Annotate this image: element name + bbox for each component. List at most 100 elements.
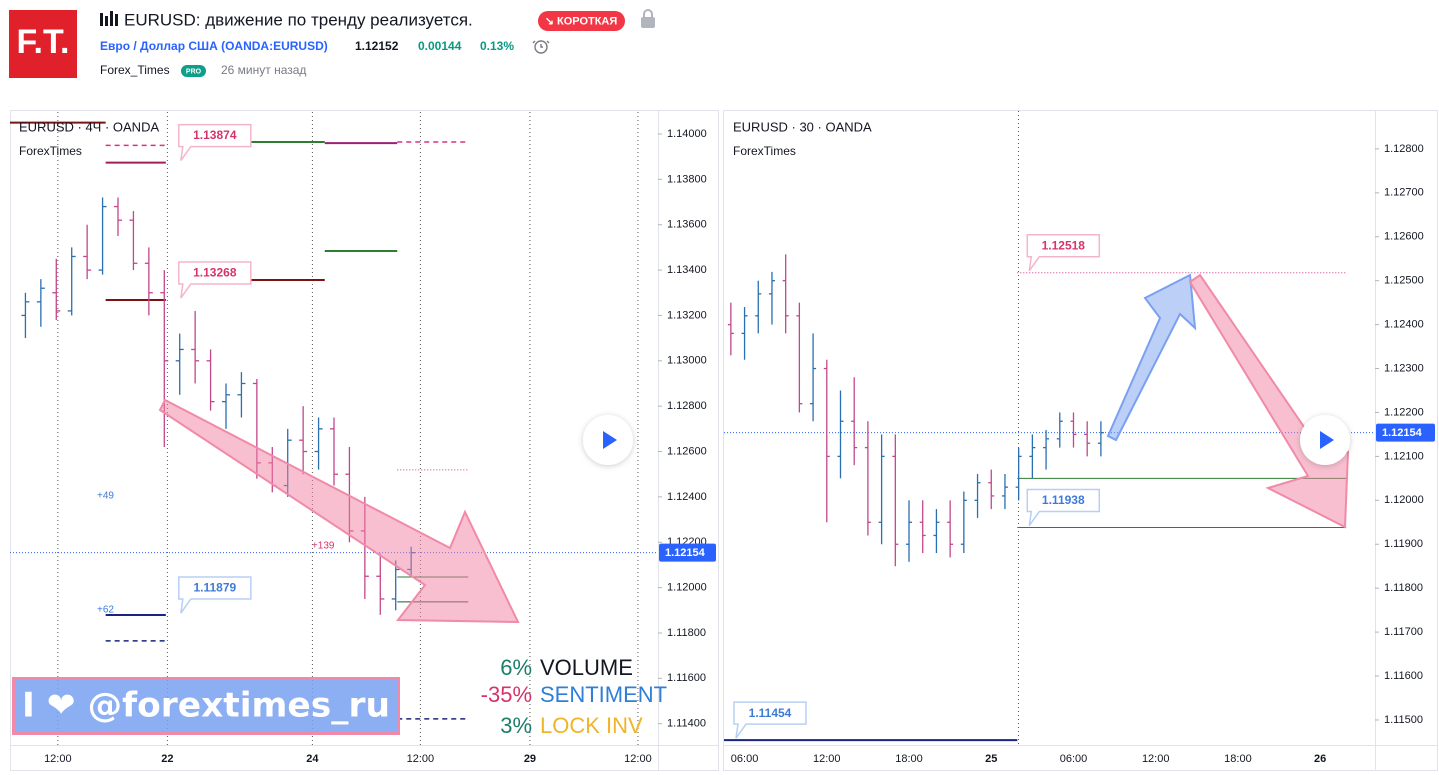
banner [12, 677, 400, 735]
alarm-icon[interactable] [532, 40, 550, 54]
last-price-tag [659, 543, 716, 562]
y-tick-label: 1.14000 [667, 128, 707, 140]
last-price-label: 1.12154 [665, 547, 706, 559]
indicator-label: VOLUME [540, 655, 633, 680]
chart-title: EURUSD · 30 · OANDA [733, 119, 872, 134]
pro-badge [181, 65, 206, 77]
y-tick-label: 1.11900 [1384, 538, 1423, 550]
level-label: 1.11938 [1042, 493, 1085, 507]
chart-subtitle: ForexTimes [733, 144, 796, 158]
y-tick-label: 1.12300 [1384, 362, 1424, 374]
indicator-label: LOCK INV [540, 713, 643, 738]
y-tick-label: 1.12000 [667, 582, 707, 594]
y-tick-label: 1.13000 [667, 355, 707, 367]
indicator-label: SENTIMENT [540, 682, 667, 707]
x-tick-label: 29 [524, 753, 536, 765]
y-tick-label: 1.12800 [1384, 143, 1424, 155]
logo[interactable] [9, 10, 77, 78]
symbol-link[interactable]: Евро / Доллар США (OANDA:EURUSD) [100, 39, 328, 53]
price-change: 0.00144 [418, 39, 462, 53]
level-callout [1026, 488, 1101, 526]
level-callout [733, 701, 807, 739]
y-tick-label: 1.11600 [667, 672, 706, 684]
author[interactable]: Forex_Times [100, 63, 170, 77]
logo-text: F.T. [17, 23, 70, 61]
x-tick-label: 24 [306, 753, 319, 765]
chart-subtitle: ForexTimes [19, 144, 82, 158]
short-badge-text: ↘ КОРОТКАЯ [545, 15, 618, 27]
last-price-label: 1.12154 [1382, 427, 1423, 439]
x-tick-label: 06:00 [1060, 753, 1088, 765]
level-label: 1.11454 [749, 706, 792, 720]
note: +62 [97, 605, 114, 616]
price-change-pct: 0.13% [480, 39, 514, 53]
y-tick-label: 1.11500 [1384, 714, 1423, 726]
y-tick-label: 1.12600 [1384, 231, 1424, 243]
up-arrow [1106, 273, 1197, 442]
y-tick-label: 1.11400 [667, 718, 706, 730]
y-tick-label: 1.12200 [1384, 406, 1424, 418]
down-arrow [1188, 273, 1350, 529]
plot-area [724, 254, 1375, 742]
x-tick-label: 25 [985, 753, 997, 765]
chart-title: EURUSD · 4Ч · OANDA [19, 119, 159, 134]
chart: EURUSD · 30 · OANDA ForexTimes 1.12800 1.12… [724, 119, 1435, 765]
indicator-value: 6% [500, 655, 532, 680]
y-tick-label: 1.12400 [667, 491, 707, 503]
x-tick-label: 12:00 [1142, 753, 1170, 765]
note: +49 [97, 491, 114, 502]
last-price-tag [1376, 423, 1435, 442]
down-arrow [158, 398, 520, 624]
indicators: 6% VOLUME -35% SENTIMENT 3% LOCK INV [481, 655, 667, 738]
y-tick-label: 1.12800 [667, 400, 707, 412]
pro-badge-text: PRO [186, 68, 202, 75]
level-label: 1.12518 [1042, 238, 1086, 252]
right-panel [723, 110, 1438, 771]
level-callout [1026, 234, 1101, 272]
x-tick-label: 18:00 [1224, 753, 1252, 765]
y-tick-label: 1.13600 [667, 219, 707, 231]
play-button[interactable] [1300, 415, 1350, 465]
chart: +49 +62 +139 EURUSD · 4Ч · OANDA ForexTimes 1… [10, 112, 716, 765]
y-tick-label: 1.12600 [667, 445, 707, 457]
indicator-value: 3% [500, 713, 532, 738]
price: 1.12152 [355, 39, 399, 53]
left-panel [10, 110, 719, 771]
level-label: 1.13874 [193, 128, 237, 142]
x-tick-label: 06:00 [731, 753, 759, 765]
level-label: 1.13268 [193, 266, 237, 280]
y-tick-label: 1.12700 [1384, 187, 1424, 199]
lock-icon [641, 9, 655, 28]
y-tick-label: 1.13400 [667, 264, 707, 276]
level-callout [178, 576, 252, 614]
x-tick-label: 12:00 [813, 753, 841, 765]
y-tick-label: 1.11800 [667, 627, 706, 639]
charts: +49 +62 +139 EURUSD · 4Ч · OANDA ForexTimes 1… [10, 112, 1435, 765]
level-callout [178, 123, 252, 162]
short-badge [538, 11, 625, 31]
publish-time: 26 минут назад [221, 63, 306, 77]
y-tick-label: 1.12100 [1384, 450, 1424, 462]
x-tick-label: 12:00 [624, 753, 652, 765]
play-button[interactable] [583, 415, 633, 465]
y-tick-label: 1.13200 [667, 309, 707, 321]
idea-title: EURUSD: движение по тренду реализуется. [124, 10, 473, 29]
x-tick-label: 22 [161, 753, 173, 765]
y-tick-label: 1.13800 [667, 173, 707, 185]
x-tick-label: 26 [1314, 753, 1326, 765]
level-label: 1.11879 [193, 581, 236, 595]
y-tick-label: 1.11800 [1384, 582, 1423, 594]
y-tick-label: 1.11700 [1384, 626, 1423, 638]
note: +139 [312, 541, 335, 552]
banner-text: I ❤ @forextimes_ru [22, 686, 390, 726]
indicator-value: -35% [481, 682, 532, 707]
x-tick-label: 18:00 [895, 753, 923, 765]
y-tick-label: 1.12400 [1384, 319, 1424, 331]
y-tick-label: 1.12500 [1384, 275, 1424, 287]
level-callout [178, 261, 252, 299]
y-tick-label: 1.12000 [1384, 494, 1424, 506]
idea-icon [100, 11, 118, 26]
y-tick-label: 1.11600 [1384, 670, 1423, 682]
